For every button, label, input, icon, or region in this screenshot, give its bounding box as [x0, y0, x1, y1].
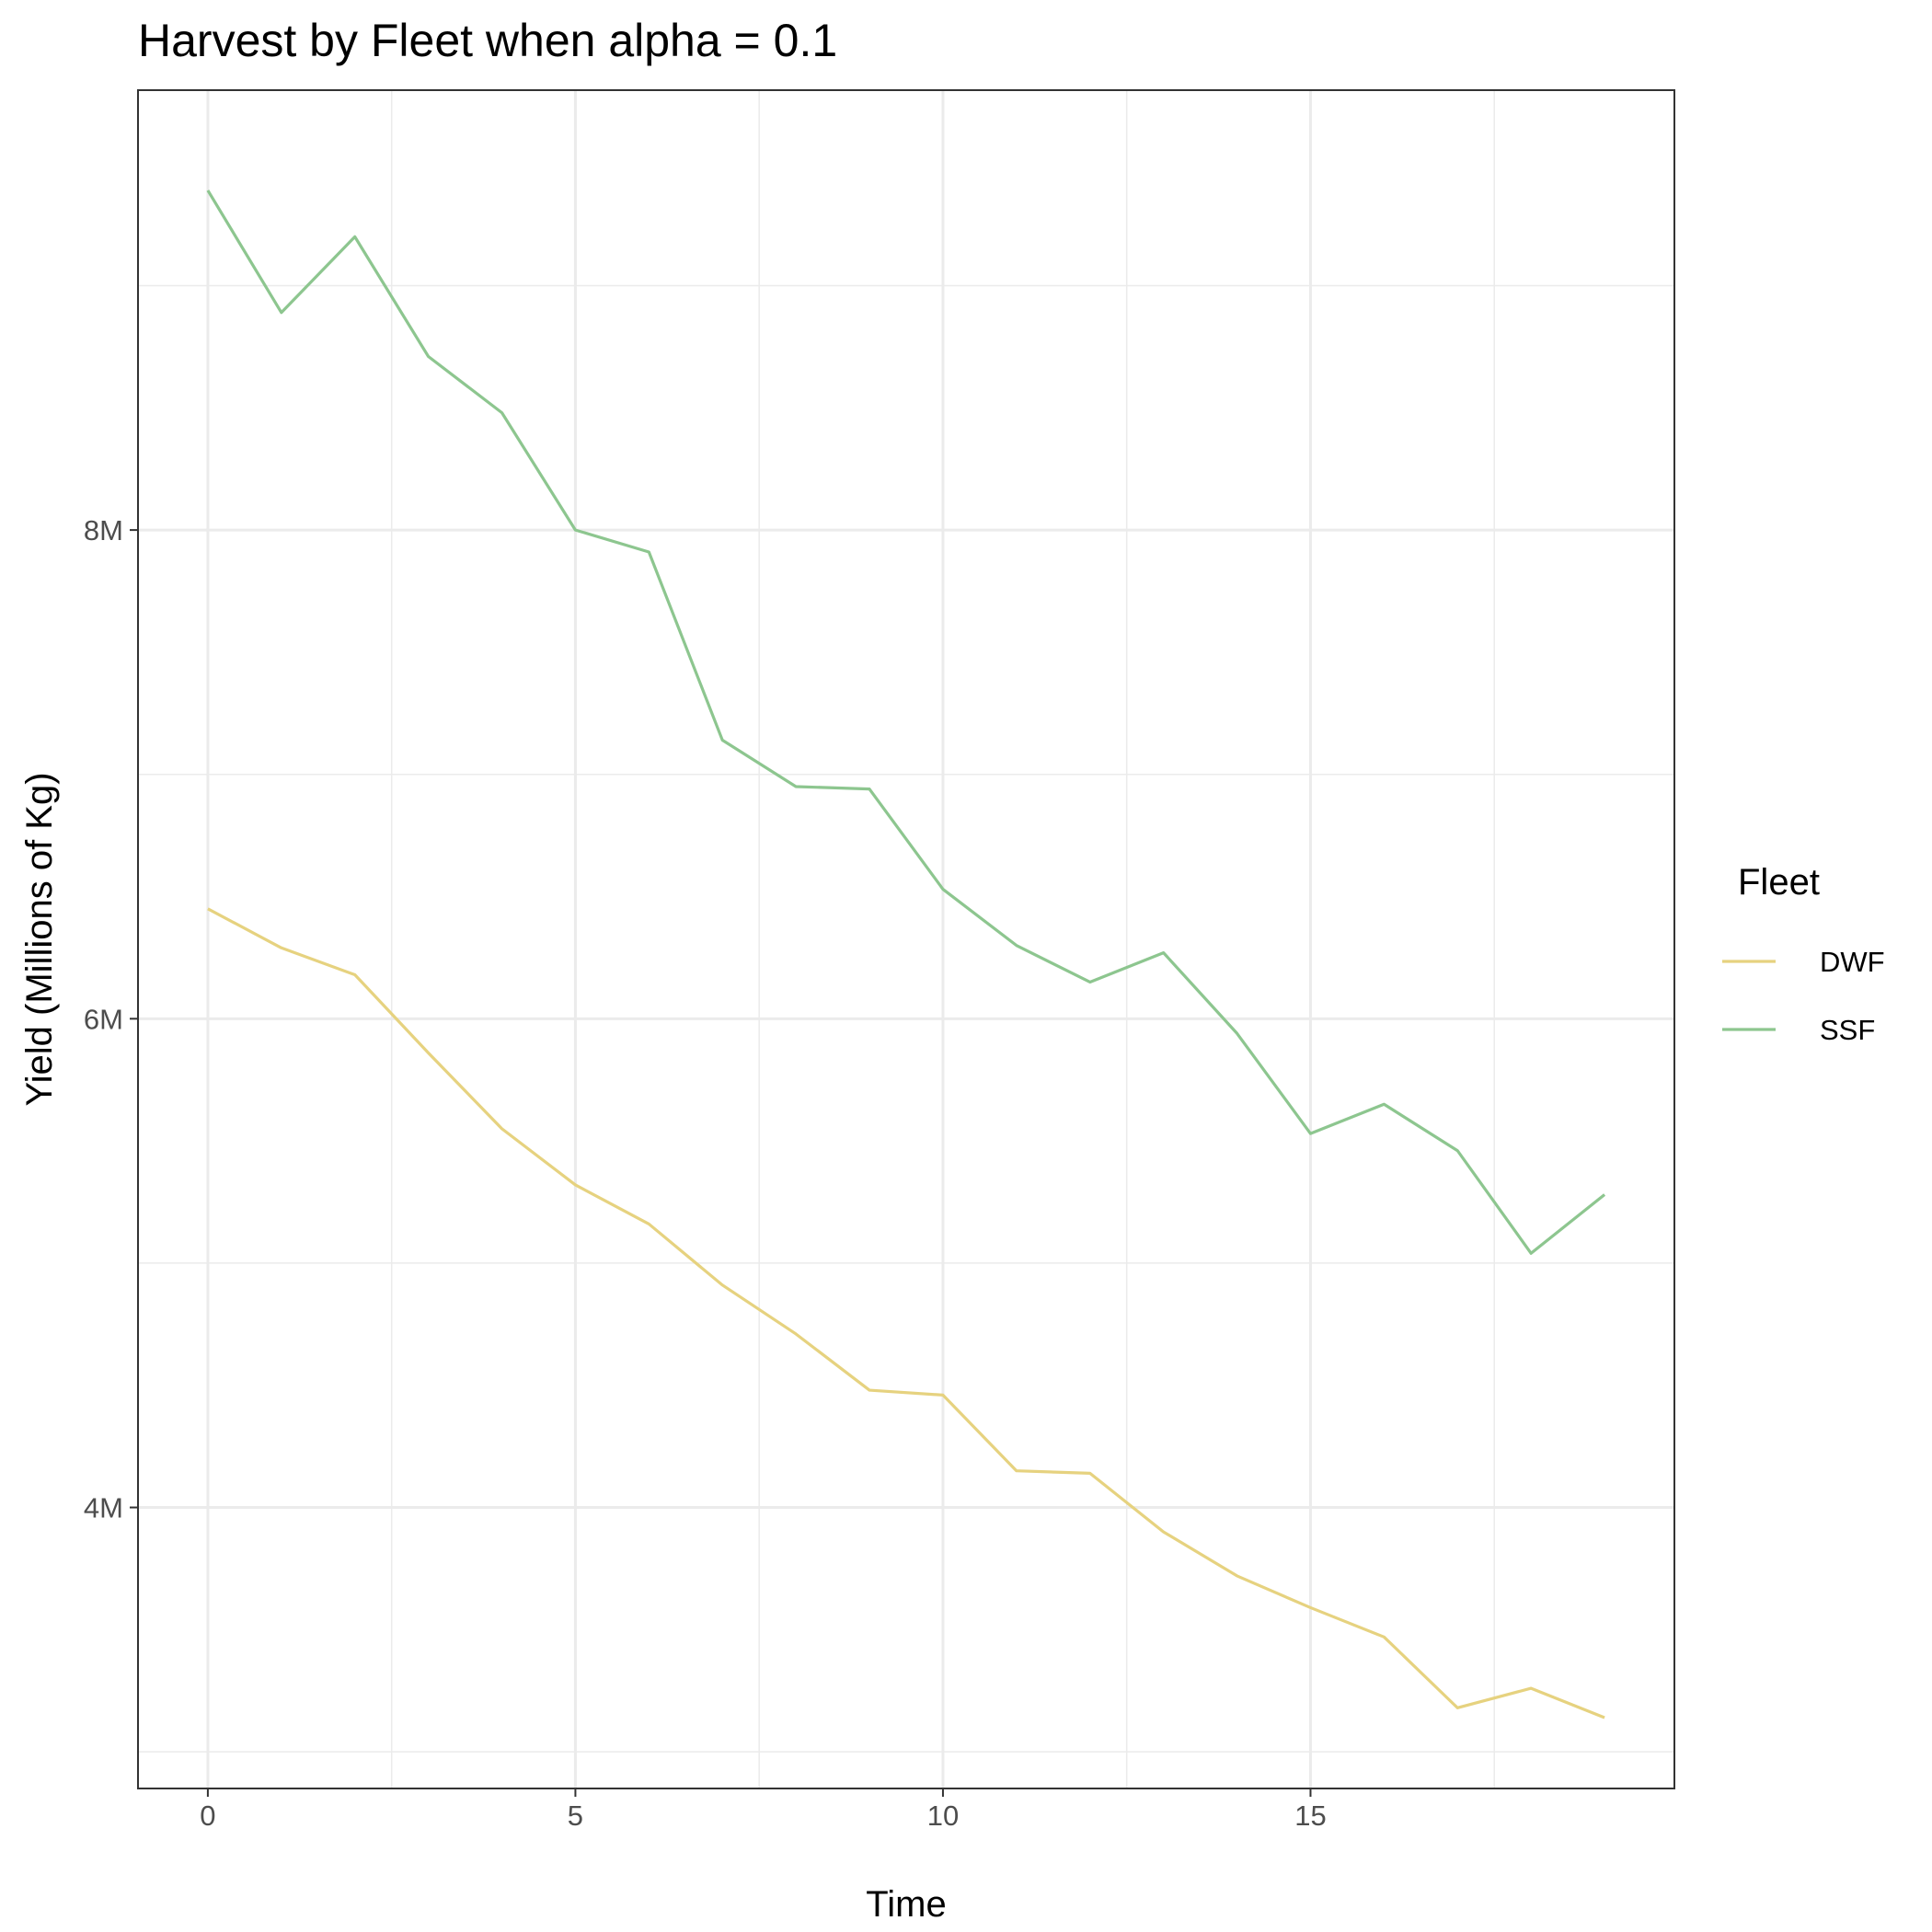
x-tick-label: 15 — [1294, 1800, 1326, 1832]
legend-title: Fleet — [1738, 862, 1820, 903]
y-axis: 4M 6M 8M — [84, 514, 138, 1524]
chart-title: Harvest by Fleet when alpha = 0.1 — [138, 15, 837, 66]
series-lines — [206, 190, 1606, 1719]
y-tick-label: 8M — [84, 514, 123, 546]
major-gridlines — [138, 90, 1674, 1788]
minor-gridlines — [138, 90, 1674, 1788]
series-line-dwf — [207, 907, 1605, 1719]
y-tick-label: 6M — [84, 1003, 123, 1035]
plot-panel — [137, 89, 1675, 1789]
legend-label-dwf: DWF — [1820, 946, 1885, 978]
plot-border — [137, 89, 1675, 1789]
y-axis-title: Yield (Millions of Kg) — [19, 772, 60, 1106]
x-tick-label: 0 — [200, 1800, 215, 1832]
x-tick-label: 10 — [927, 1800, 959, 1832]
y-tick-label: 4M — [84, 1492, 123, 1524]
plot-background — [138, 90, 1674, 1788]
series-line-ssf — [206, 190, 1606, 1255]
x-tick-label: 5 — [568, 1800, 583, 1832]
x-axis: 0 5 10 15 — [200, 1788, 1327, 1832]
legend-label-ssf: SSF — [1820, 1014, 1875, 1046]
legend: Fleet DWF SSF — [1722, 862, 1885, 1046]
x-axis-title: Time — [866, 1884, 946, 1925]
